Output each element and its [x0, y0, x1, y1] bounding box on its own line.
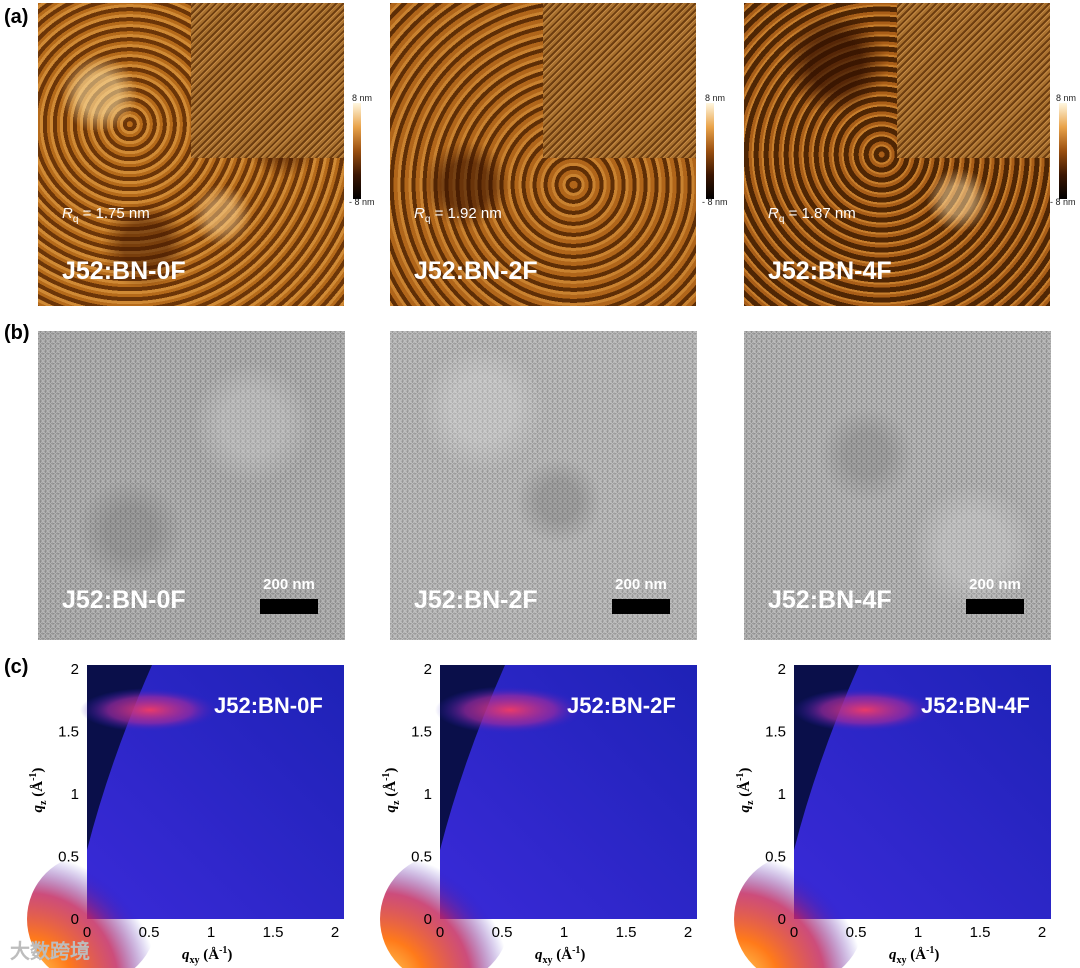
colorbar-bottom-label: - 8 nm [349, 197, 375, 207]
afm-colorbar [1059, 103, 1067, 199]
giwaxs-sample-name: J52:BN-2F [567, 693, 676, 718]
afm-phase-inset [191, 3, 344, 158]
y-tick-label: 1 [71, 786, 79, 803]
giwaxs-sample-name: J52:BN-4F [921, 693, 1030, 718]
scale-bar [612, 599, 670, 614]
afm-colorbar [706, 103, 714, 199]
afm-roughness-label: Rq = 1.75 nm [62, 205, 150, 225]
y-tick-label: 0.5 [411, 849, 432, 866]
tem-sample-name: J52:BN-4F [768, 586, 892, 614]
colorbar-bottom-label: - 8 nm [1050, 197, 1076, 207]
afm-phase-inset [897, 3, 1050, 158]
afm-sample-name: J52:BN-4F [768, 257, 892, 285]
giwaxs-sample-name: J52:BN-0F [214, 693, 323, 718]
x-tick-label: 0.5 [139, 924, 160, 941]
row-label-b: (b) [4, 322, 30, 344]
y-axis-label: qz (Å-1) [28, 768, 49, 813]
tem-sample-name: J52:BN-2F [414, 586, 538, 614]
colorbar-top-label: 8 nm [705, 93, 726, 103]
x-tick-label: 0 [790, 924, 798, 941]
y-axis-label: qz (Å-1) [735, 768, 756, 813]
giwaxs-low-q-ring [734, 854, 864, 968]
scale-bar [966, 599, 1024, 614]
giwaxs-lamellar-arc [80, 688, 220, 732]
y-axis-label: qz (Å-1) [381, 768, 402, 813]
x-tick-label: 1.5 [970, 924, 991, 941]
afm-panel-4f: Rq = 1.87 nm J52:BN-4F [744, 3, 1050, 306]
x-tick-label: 1 [914, 924, 922, 941]
row-label-c: (c) [4, 656, 29, 678]
afm-phase-inset [543, 3, 696, 158]
afm-panel-0f: Rq = 1.75 nm J52:BN-0F [38, 3, 344, 306]
afm-roughness-label: Rq = 1.92 nm [414, 205, 502, 225]
x-tick-label: 1.5 [263, 924, 284, 941]
giwaxs-lamellar-arc [793, 688, 937, 732]
x-axis-label: qxy (Å-1) [182, 945, 232, 966]
y-tick-label: 0 [424, 911, 432, 928]
scale-bar-label: 200 nm [615, 576, 667, 593]
afm-sample-name: J52:BN-2F [414, 257, 538, 285]
x-axis-label: qxy (Å-1) [889, 945, 939, 966]
y-tick-label: 1 [424, 786, 432, 803]
y-tick-label: 0.5 [765, 849, 786, 866]
y-tick-label: 1.5 [765, 724, 786, 741]
x-tick-label: 2 [331, 924, 339, 941]
x-tick-label: 0.5 [846, 924, 867, 941]
y-tick-label: 2 [424, 661, 432, 678]
x-axis-label: qxy (Å-1) [535, 945, 585, 966]
colorbar-bottom-label: - 8 nm [702, 197, 728, 207]
giwaxs-low-q-ring [27, 854, 157, 968]
x-tick-label: 0 [83, 924, 91, 941]
giwaxs-axes: 0 0.5 1 1.5 2 0 0.5 1 1.5 2 qxy (Å-1) qz (Å-1) 0 0.5 1… [28, 661, 1046, 966]
giwaxs-panel-4f [734, 665, 1051, 968]
afm-sample-name: J52:BN-0F [62, 257, 186, 285]
colorbar-top-label: 8 nm [352, 93, 373, 103]
giwaxs-lamellar-arc [435, 686, 585, 734]
colorbar-top-label: 8 nm [1056, 93, 1077, 103]
row-label-a: (a) [4, 6, 29, 28]
afm-roughness-label: Rq = 1.87 nm [768, 205, 856, 225]
y-tick-label: 1.5 [58, 724, 79, 741]
y-tick-label: 0.5 [58, 849, 79, 866]
x-tick-label: 0.5 [492, 924, 513, 941]
giwaxs-panel-0f [27, 665, 344, 968]
giwaxs-low-q-ring [380, 854, 510, 968]
afm-panel-2f: Rq = 1.92 nm J52:BN-2F [390, 3, 696, 306]
tem-sample-name: J52:BN-0F [62, 586, 186, 614]
y-tick-label: 1.5 [411, 724, 432, 741]
y-tick-label: 0 [71, 911, 79, 928]
y-tick-label: 0 [778, 911, 786, 928]
tem-panel-2f: J52:BN-2F 200 nm [390, 331, 697, 640]
x-tick-label: 1 [560, 924, 568, 941]
x-tick-label: 2 [1038, 924, 1046, 941]
y-tick-label: 2 [71, 661, 79, 678]
x-tick-label: 1 [207, 924, 215, 941]
x-tick-label: 2 [684, 924, 692, 941]
giwaxs-panel-2f [380, 665, 697, 968]
x-tick-label: 0 [436, 924, 444, 941]
afm-colorbar [353, 103, 361, 199]
scale-bar-label: 200 nm [969, 576, 1021, 593]
y-tick-label: 1 [778, 786, 786, 803]
tem-panel-0f: J52:BN-0F 200 nm [38, 331, 345, 640]
y-tick-label: 2 [778, 661, 786, 678]
scale-bar [260, 599, 318, 614]
tem-panel-4f: J52:BN-4F 200 nm [744, 331, 1051, 640]
watermark: 大数跨境 [10, 941, 90, 963]
x-tick-label: 1.5 [616, 924, 637, 941]
scale-bar-label: 200 nm [263, 576, 315, 593]
